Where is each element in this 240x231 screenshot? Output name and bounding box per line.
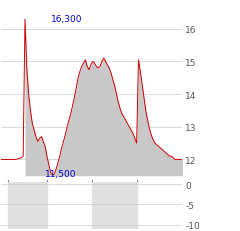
Text: 11,500: 11,500 xyxy=(45,169,76,178)
Bar xyxy=(92,182,137,229)
Bar xyxy=(8,182,47,229)
Text: Jan: Jan xyxy=(2,182,15,191)
Text: Okt: Okt xyxy=(130,182,144,191)
Text: 16,300: 16,300 xyxy=(51,15,82,24)
Text: Jul: Jul xyxy=(87,182,97,191)
Text: Apr: Apr xyxy=(39,182,54,191)
